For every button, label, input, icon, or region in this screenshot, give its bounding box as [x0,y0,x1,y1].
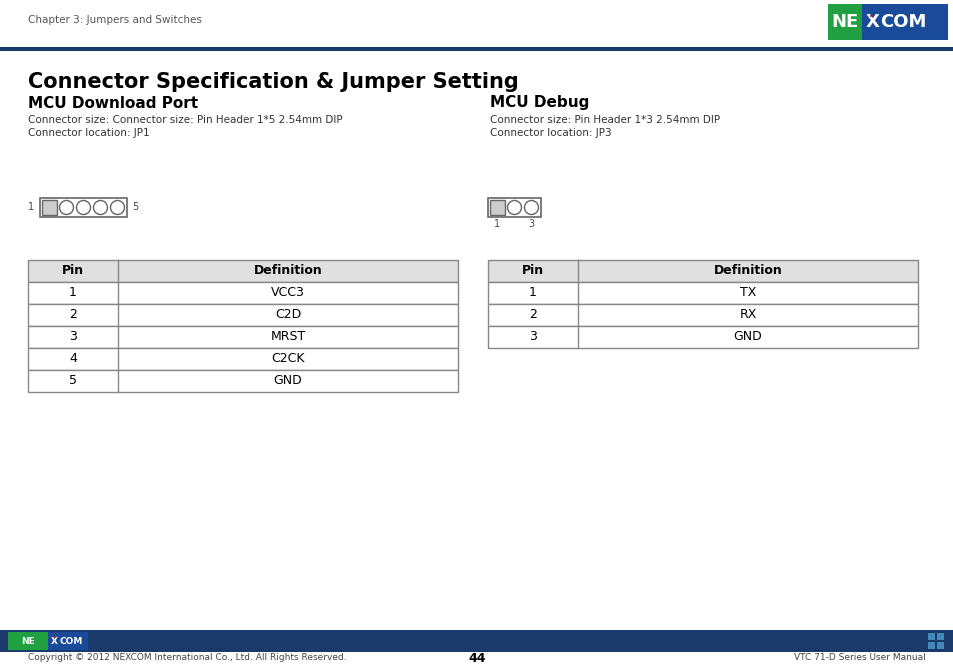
Bar [28,47,63,51]
Text: COM: COM [60,636,83,646]
Text: Copyright © 2012 NEXCOM International Co., Ltd. All Rights Reserved.: Copyright © 2012 NEXCOM International Co… [28,653,346,663]
Text: Connector Specification & Jumper Setting: Connector Specification & Jumper Setting [28,72,518,92]
Bar [40,198,127,217]
Text: 3: 3 [528,219,534,229]
Bar [488,282,917,304]
Text: NE: NE [21,636,35,646]
Text: 2: 2 [69,308,77,321]
Text: C2D: C2D [274,308,301,321]
Text: X: X [51,636,58,646]
Bar [936,633,943,640]
Bar [28,260,457,282]
Text: Pin: Pin [62,265,84,278]
Text: TX: TX [739,286,756,300]
Text: Chapter 3: Jumpers and Switches: Chapter 3: Jumpers and Switches [28,15,202,25]
Text: 1: 1 [529,286,537,300]
Circle shape [93,200,108,214]
Bar [936,642,943,649]
Text: •: • [868,14,872,20]
Bar [28,282,457,304]
Text: 3: 3 [529,331,537,343]
Text: 44: 44 [468,651,485,665]
Text: 1: 1 [28,202,34,212]
Circle shape [76,200,91,214]
Text: 4: 4 [69,353,77,366]
Circle shape [524,200,537,214]
Bar [28,348,457,370]
Text: 1: 1 [69,286,77,300]
Text: 1: 1 [494,219,500,229]
Text: 5: 5 [69,374,77,388]
Bar [48,632,88,650]
Bar [28,326,457,348]
Text: GND: GND [274,374,302,388]
Circle shape [59,200,73,214]
Text: Pin: Pin [521,265,543,278]
Text: X: X [865,13,879,31]
Bar [488,326,917,348]
Bar [28,370,457,392]
Bar [927,642,934,649]
Bar [862,4,947,40]
Circle shape [507,200,521,214]
Text: 3: 3 [69,331,77,343]
Text: MCU Debug: MCU Debug [490,95,589,110]
Circle shape [111,200,125,214]
Text: Connector location: JP3: Connector location: JP3 [490,128,611,138]
Text: COM: COM [879,13,925,31]
Text: •: • [52,636,55,640]
Bar [488,198,540,217]
Text: 2: 2 [529,308,537,321]
Text: MCU Download Port: MCU Download Port [28,95,198,110]
Text: Definition: Definition [253,265,322,278]
Bar [827,4,862,40]
Bar [488,260,917,282]
Text: NE: NE [830,13,858,31]
Bar [0,630,953,652]
Bar [927,633,934,640]
Bar [8,632,48,650]
Text: C2CK: C2CK [271,353,304,366]
Text: MRST: MRST [270,331,305,343]
Text: VTC 71-D Series User Manual: VTC 71-D Series User Manual [794,653,925,663]
Bar [0,47,953,51]
Text: 5: 5 [132,202,138,212]
Bar [490,200,504,215]
Text: Connector size: Pin Header 1*3 2.54mm DIP: Connector size: Pin Header 1*3 2.54mm DI… [490,115,720,125]
Text: Connector location: JP1: Connector location: JP1 [28,128,150,138]
Text: Connector size: Connector size: Pin Header 1*5 2.54mm DIP: Connector size: Connector size: Pin Head… [28,115,342,125]
Text: VCC3: VCC3 [271,286,305,300]
Text: Definition: Definition [713,265,781,278]
Text: RX: RX [739,308,756,321]
Bar [42,200,57,215]
Bar [28,304,457,326]
Bar [488,304,917,326]
Text: GND: GND [733,331,761,343]
